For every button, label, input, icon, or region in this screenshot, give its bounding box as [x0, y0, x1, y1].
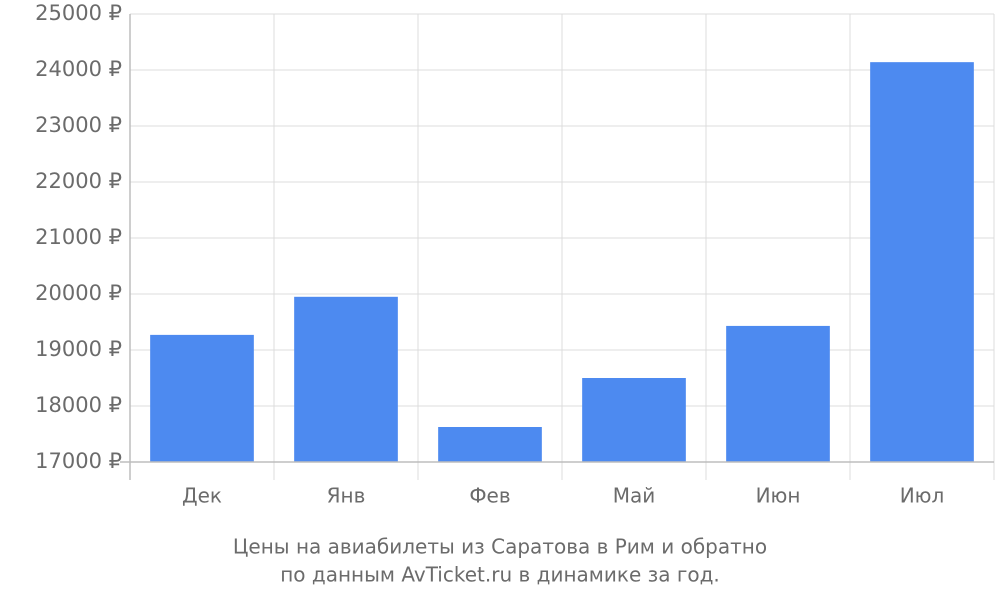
chart-subtitle: по данным AvTicket.ru в динамике за год. — [280, 563, 720, 587]
x-tick-label: Июн — [756, 484, 801, 508]
y-tick-label: 24000 ₽ — [35, 57, 122, 81]
x-tick-label: Июл — [900, 484, 945, 508]
bar — [150, 334, 254, 462]
y-tick-label: 19000 ₽ — [35, 337, 122, 361]
y-tick-label: 25000 ₽ — [35, 1, 122, 25]
chart-title: Цены на авиабилеты из Саратова в Рим и о… — [233, 535, 767, 559]
y-tick-label: 21000 ₽ — [35, 225, 122, 249]
x-tick-label: Дек — [182, 484, 222, 508]
y-tick-label: 18000 ₽ — [35, 393, 122, 417]
y-tick-label: 22000 ₽ — [35, 169, 122, 193]
y-tick-label: 17000 ₽ — [35, 449, 122, 473]
bar — [870, 62, 974, 462]
bar — [438, 427, 542, 462]
y-tick-label: 20000 ₽ — [35, 281, 122, 305]
x-tick-label: Янв — [327, 484, 366, 508]
bar — [726, 325, 830, 462]
x-tick-label: Май — [613, 484, 656, 508]
bar — [294, 296, 398, 462]
x-tick-label: Фев — [469, 484, 510, 508]
bar — [582, 378, 686, 462]
y-tick-label: 23000 ₽ — [35, 113, 122, 137]
